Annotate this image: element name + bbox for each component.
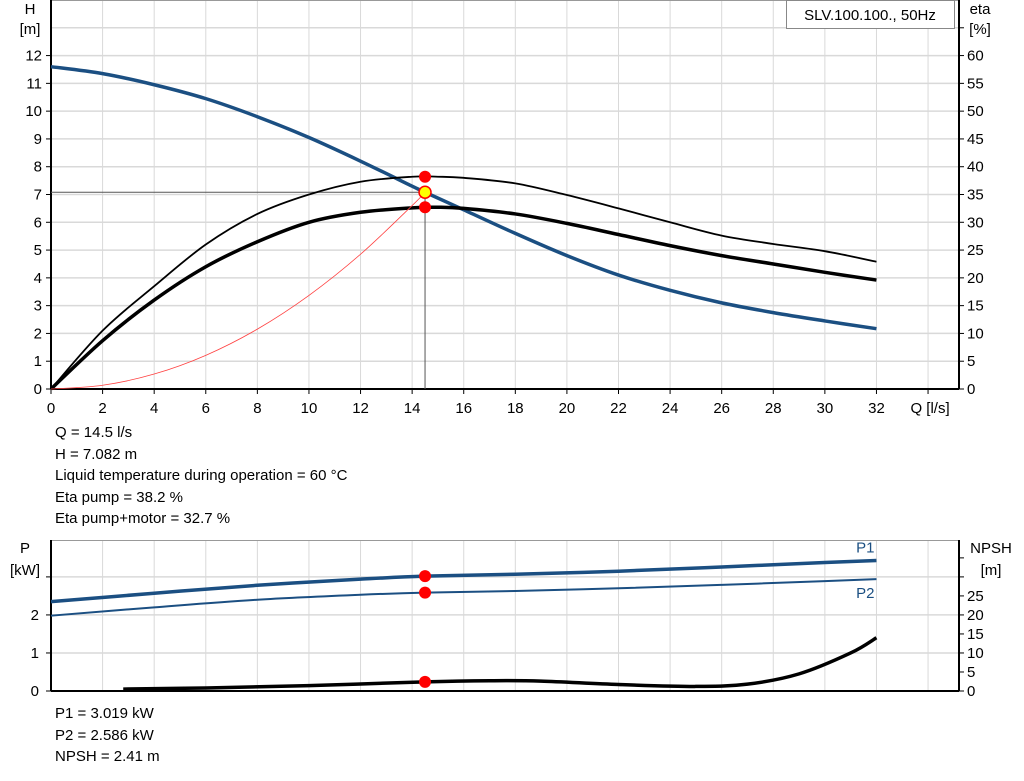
series-eta_pump_motor-curve xyxy=(49,205,877,391)
y-tick-label-right: 15 xyxy=(967,298,984,315)
x-tick-label: 22 xyxy=(610,400,627,417)
x-tick-label: 4 xyxy=(150,400,158,417)
y-tick-label-right: 35 xyxy=(967,187,984,204)
series-eta_pump-curve xyxy=(50,175,877,390)
y-tick-label-right: 10 xyxy=(967,325,984,342)
y-tick-label-left: 3 xyxy=(34,298,42,315)
series-head-curve xyxy=(50,64,877,331)
y-tick-label-right: 20 xyxy=(967,607,984,624)
y-tick-label-left: 2 xyxy=(34,325,42,342)
p2-point xyxy=(419,586,432,599)
series-label-P2: P2 xyxy=(856,585,874,602)
x-tick-label: 10 xyxy=(301,400,318,417)
x-axis-label: Q [l/s] xyxy=(910,400,949,417)
x-tick-label: 8 xyxy=(253,400,261,417)
series-P1-curve xyxy=(50,558,877,604)
y-axis-label-right: NPSH xyxy=(970,540,1012,557)
y-tick-label-left: 0 xyxy=(31,683,39,700)
series-P2-curve xyxy=(50,578,877,617)
series-system-curve xyxy=(50,191,426,390)
y-tick-label-right: 15 xyxy=(967,626,984,643)
y-tick-label-right: 40 xyxy=(967,159,984,176)
eta-pump-motor-point xyxy=(419,201,432,214)
x-tick-label: 14 xyxy=(404,400,421,417)
x-tick-label: 26 xyxy=(713,400,730,417)
npsh-point xyxy=(419,675,432,688)
x-tick-label: 32 xyxy=(868,400,885,417)
duty-readout: Q = 14.5 l/s H = 7.082 m Liquid temperat… xyxy=(55,422,347,530)
legend-label: SLV.100.100., 50Hz xyxy=(804,7,936,24)
y-tick-label-right: 0 xyxy=(967,381,975,398)
y-tick-label-left: 6 xyxy=(34,214,42,231)
y-axis-unit-left: [kW] xyxy=(10,562,40,579)
readout-temperature: Liquid temperature during operation = 60… xyxy=(55,467,348,484)
y-tick-label-left: 11 xyxy=(26,75,42,92)
x-tick-label: 30 xyxy=(817,400,834,417)
x-tick-label: 0 xyxy=(47,400,55,417)
readout-p2: P2 = 2.586 kW xyxy=(55,726,154,744)
x-tick-label: 16 xyxy=(455,400,472,417)
y-tick-label-right: 55 xyxy=(967,75,984,92)
eta-pump-point xyxy=(419,170,432,183)
y-tick-label-right: 45 xyxy=(967,131,984,148)
readout-p1: P1 = 3.019 kW xyxy=(55,705,154,722)
readout-eta-pump: Eta pump = 38.2 % xyxy=(55,488,183,506)
series-label-P1: P1 xyxy=(856,540,874,557)
p1-point xyxy=(419,570,432,583)
y-axis-unit-right: [%] xyxy=(969,21,991,38)
y-tick-label-left: 4 xyxy=(34,270,42,287)
x-tick-label: 12 xyxy=(352,400,369,417)
y-tick-label-left: 7 xyxy=(34,187,42,204)
y-tick-label-right: 5 xyxy=(967,353,975,370)
y-tick-label-left: 8 xyxy=(34,159,42,176)
y-tick-label-right: 60 xyxy=(967,48,984,65)
y-tick-label-right: 30 xyxy=(967,214,984,231)
y-tick-label-right: 50 xyxy=(967,103,984,120)
y-axis-unit-right: [m] xyxy=(981,562,1002,579)
y-tick-label-left: 0 xyxy=(34,381,42,398)
y-axis-label-left: P xyxy=(20,540,30,557)
y-tick-label-left: 9 xyxy=(34,131,42,148)
x-tick-label: 6 xyxy=(202,400,210,417)
y-tick-label-left: 2 xyxy=(31,607,39,624)
y-tick-label-left: 10 xyxy=(25,103,42,120)
legend-box xyxy=(786,0,955,29)
readout-npsh: NPSH = 2.41 m xyxy=(55,748,160,765)
y-tick-label-left: 12 xyxy=(25,48,42,65)
power-readout: P1 = 3.019 kW P2 = 2.586 kW NPSH = 2.41 … xyxy=(55,703,160,768)
y-axis-label-left: H xyxy=(25,1,36,18)
readout-h: H = 7.082 m xyxy=(55,445,138,463)
series-npsh-curve xyxy=(123,636,878,691)
y-tick-label-right: 20 xyxy=(967,270,984,287)
y-axis-label-right: eta xyxy=(970,1,992,18)
y-tick-label-right: 10 xyxy=(967,645,984,662)
x-tick-label: 18 xyxy=(507,400,524,417)
y-tick-label-left: 5 xyxy=(34,242,42,259)
y-tick-label-right: 25 xyxy=(967,588,984,605)
x-tick-label: 28 xyxy=(765,400,782,417)
y-tick-label-left: 1 xyxy=(31,645,39,662)
readout-q: Q = 14.5 l/s xyxy=(55,424,133,441)
y-axis-unit-left: [m] xyxy=(20,21,41,38)
y-tick-label-left: 1 xyxy=(34,353,42,370)
y-tick-label-right: 25 xyxy=(967,242,984,259)
y-tick-label-right: 5 xyxy=(967,664,975,681)
y-tick-label-right: 0 xyxy=(967,683,975,700)
duty-point xyxy=(418,185,432,199)
x-tick-label: 24 xyxy=(662,400,679,417)
x-tick-label: 2 xyxy=(98,400,106,417)
x-tick-label: 20 xyxy=(559,400,576,417)
readout-eta-pump-motor: Eta pump+motor = 32.7 % xyxy=(55,510,231,527)
